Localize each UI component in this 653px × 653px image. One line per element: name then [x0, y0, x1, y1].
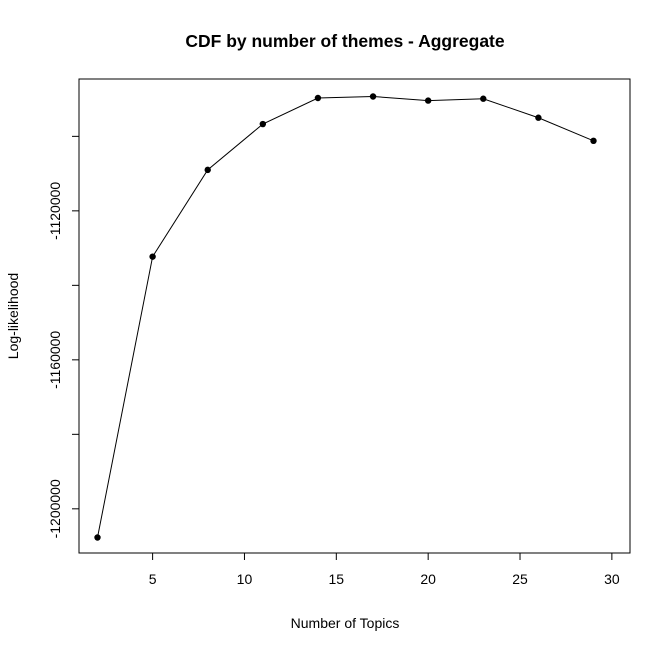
- data-point: [204, 166, 211, 174]
- data-point: [149, 253, 156, 260]
- y-tick-label: -1200000: [47, 479, 63, 538]
- data-point: [314, 94, 322, 102]
- x-tick-label: 15: [329, 571, 345, 587]
- data-point: [94, 534, 101, 541]
- x-tick-label: 5: [149, 571, 157, 587]
- data-point: [424, 97, 432, 104]
- chart-title: CDF by number of themes - Aggregate: [185, 31, 505, 51]
- x-tick-label: 25: [512, 571, 528, 587]
- data-point: [259, 120, 267, 128]
- data-point: [535, 114, 542, 121]
- y-tick-label: -1120000: [47, 182, 63, 240]
- y-axis-label: Log-likelihood: [5, 273, 21, 359]
- x-axis: 5 10 15 20 25 30: [149, 552, 620, 587]
- x-axis-label: Number of Topics: [291, 615, 400, 631]
- series-line: [97, 95, 594, 538]
- y-tick-label: -1160000: [47, 331, 63, 389]
- series-layer: [94, 93, 597, 541]
- x-tick-label: 30: [604, 571, 620, 587]
- x-tick-label: 10: [237, 571, 253, 587]
- plot-area: [78, 78, 631, 554]
- data-point: [480, 95, 487, 102]
- x-tick-label: 20: [420, 571, 436, 587]
- data-point: [369, 93, 377, 100]
- data-point: [590, 137, 597, 145]
- y-axis: -1200000 -1160000 -1120000: [47, 135, 80, 538]
